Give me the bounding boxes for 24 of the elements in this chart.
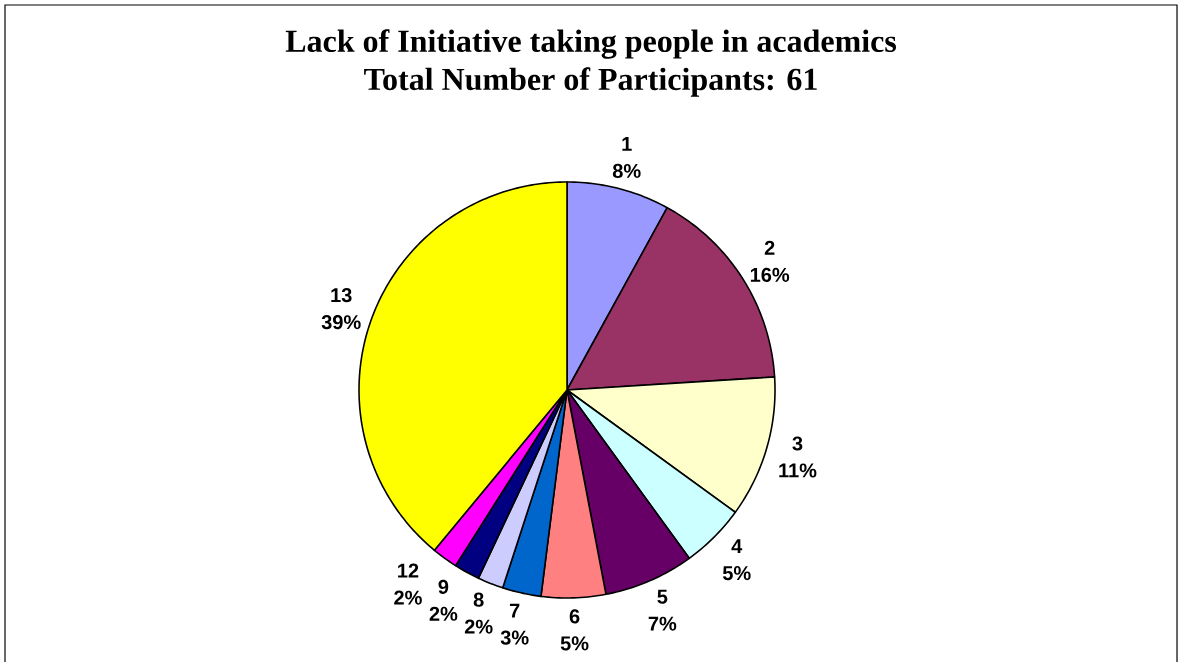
slice-label: 13 xyxy=(331,288,352,303)
slice-label: 6 xyxy=(569,609,580,624)
data-label: 5% xyxy=(560,636,589,651)
slice-label: 1 xyxy=(622,137,632,151)
slice-label: 8 xyxy=(473,592,484,607)
data-label: 39% xyxy=(321,315,361,330)
slice-label: 2 xyxy=(764,240,775,255)
slice-label: 5 xyxy=(657,589,668,604)
data-label: 2% xyxy=(464,619,493,634)
slice-label: 12 xyxy=(398,563,419,578)
slice-label: 9 xyxy=(438,579,449,594)
slice-label: 3 xyxy=(792,436,803,451)
data-label: 8% xyxy=(612,163,641,179)
chart-subtitle: Total Number of Participants: 61 xyxy=(364,67,817,97)
data-label: 16% xyxy=(750,267,790,282)
data-label: 3% xyxy=(500,630,529,645)
slice-label: 4 xyxy=(731,539,743,553)
data-label: 2% xyxy=(429,606,458,621)
chart-title: Lack of Initiative taking people in academics xyxy=(285,29,897,59)
data-label: 2% xyxy=(394,590,422,605)
data-label: 7% xyxy=(648,616,677,631)
data-label: 5% xyxy=(722,566,751,581)
data-label: 11% xyxy=(779,463,817,478)
slice-label: 7 xyxy=(509,603,520,618)
